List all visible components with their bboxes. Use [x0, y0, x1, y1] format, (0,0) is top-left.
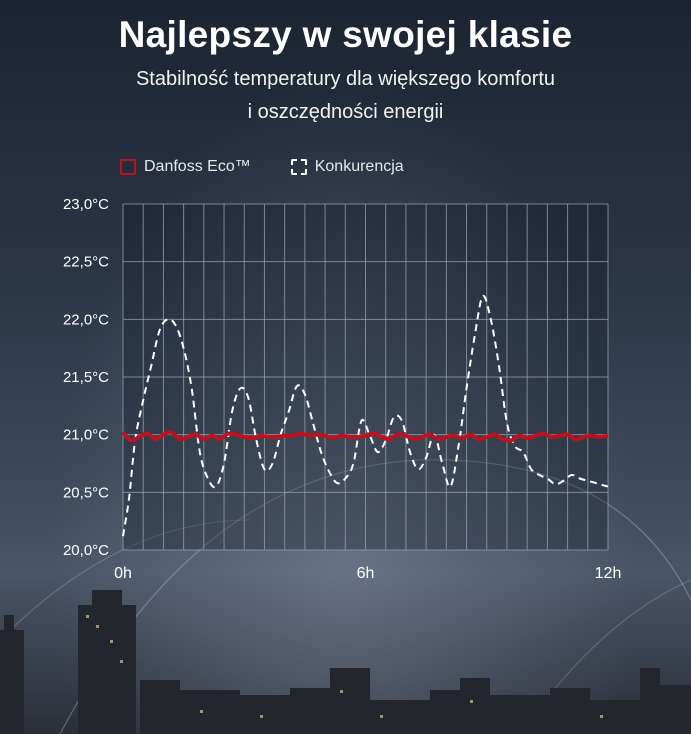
y-tick-label: 22,0°C [63, 311, 109, 328]
legend-swatch-competition [290, 159, 307, 175]
y-tick-label: 20,5°C [63, 484, 109, 501]
legend-item-competition: Konkurencja [290, 158, 404, 176]
page-title: Najlepszy w swojej klasie [118, 14, 573, 55]
y-tick-label: 20,0°C [63, 542, 109, 559]
legend-label-danfoss: Danfoss Eco™ [144, 158, 251, 175]
x-tick-label: 6h [357, 565, 375, 582]
subtitle-line-1: Stabilność temperatury dla większego kom… [135, 68, 556, 90]
y-tick-label: 21,5°C [63, 369, 109, 386]
x-tick-label: 0h [114, 565, 132, 582]
y-tick-label: 21,0°C [63, 427, 109, 444]
legend-swatch-danfoss [120, 159, 136, 175]
chart-legend: Danfoss Eco™ Konkurencja [120, 155, 444, 179]
legend-label-competition: Konkurencja [314, 158, 404, 175]
y-tick-label: 22,5°C [63, 254, 109, 271]
series-line-danfoss [121, 430, 609, 443]
y-tick-label: 23,0°C [63, 196, 109, 213]
legend-item-danfoss: Danfoss Eco™ [120, 158, 251, 176]
x-tick-label: 12h [595, 565, 622, 582]
subtitle-line-2: i oszczędności energii [247, 101, 444, 123]
series-line-konkurencja [122, 294, 609, 537]
